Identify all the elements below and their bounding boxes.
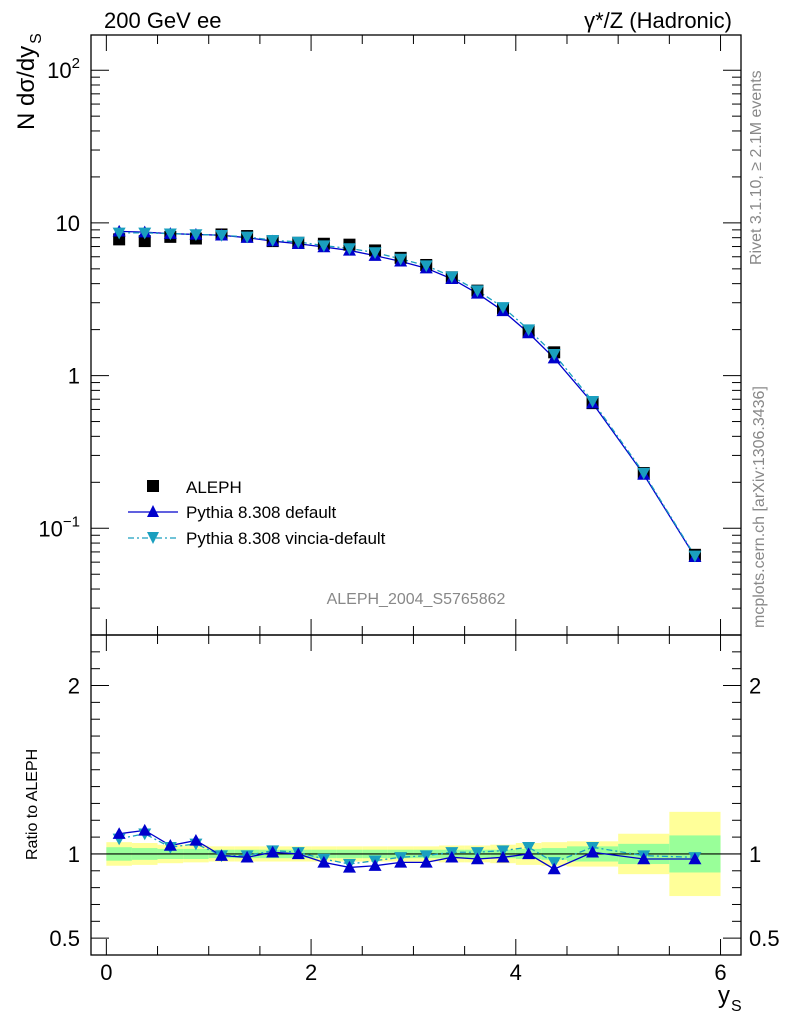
- legend-label-aleph: ALEPH: [186, 478, 242, 497]
- ratio-pythia-default-point: [419, 855, 433, 868]
- ratio-pythia-default-point: [445, 850, 459, 863]
- ratio-pythia-default-point: [368, 859, 382, 871]
- vincia-point: [266, 235, 280, 247]
- ratio-pythia-default-point: [240, 850, 254, 863]
- legend-marker-aleph: [147, 480, 159, 492]
- ratio-y-axis-label: Ratio to ALEPH: [24, 749, 41, 860]
- vincia-point: [291, 236, 305, 249]
- vincia-point: [496, 302, 510, 314]
- vincia-point: [163, 228, 177, 241]
- vincia-point: [112, 227, 126, 240]
- y-tick-label-exp: 2: [72, 55, 80, 72]
- ratio-pythia-default-point: [189, 833, 203, 846]
- ratio-pythia-default-point: [317, 855, 331, 868]
- legend-marker-pythia-default: [147, 505, 159, 517]
- vincia-point: [637, 467, 651, 480]
- x-tick-label: 4: [510, 960, 522, 985]
- ratio-y-tick-label: 1: [68, 842, 80, 867]
- vincia-point: [138, 227, 152, 240]
- ratio-pythia-default-point: [586, 845, 600, 858]
- ratio-pythia-default-point: [394, 855, 408, 868]
- aleph-point: [138, 235, 151, 248]
- ratio-y-tick-label-right: 1: [749, 842, 761, 867]
- ratio-y-tick-label: 0.5: [49, 926, 80, 951]
- ratio-y-tick-label-right: 0.5: [749, 926, 780, 951]
- ratio-plot-frame: [90, 634, 742, 956]
- vincia-point: [215, 230, 229, 242]
- vincia-point: [445, 271, 459, 284]
- y-tick-label-exp: −1: [63, 513, 80, 530]
- vincia-point: [317, 240, 331, 253]
- vincia-point: [522, 324, 536, 337]
- rivet-label: Rivet 3.1.10, ≥ 2.1M events: [748, 70, 765, 265]
- x-tick-label: 2: [305, 960, 317, 985]
- vincia-point: [394, 253, 408, 266]
- y-tick-label: 10−1: [38, 513, 80, 541]
- ratio-y-tick-label-right: 2: [749, 674, 761, 699]
- ratio-pythia-default-point: [688, 852, 702, 865]
- mcplots-label: mcplots.cern.ch [arXiv:1306.3436]: [751, 386, 768, 628]
- y-tick-label: 1: [68, 364, 80, 389]
- legend-label-vincia: Pythia 8.308 vincia-default: [186, 529, 386, 548]
- ratio-pythia-default-point: [547, 862, 561, 875]
- ratio-pythia-default-point: [163, 839, 177, 851]
- top-y-axis-label: N dσ/dyS: [13, 33, 45, 130]
- series-markers: [112, 224, 702, 875]
- ratio-y-tick-label: 2: [68, 674, 80, 699]
- ratio-pythia-default-point: [522, 847, 536, 860]
- ratio-pythia-default-point: [496, 850, 510, 863]
- ratio-vincia-line: [119, 833, 695, 865]
- analysis-id: ALEPH_2004_S5765862: [327, 591, 506, 608]
- vincia-point: [586, 395, 600, 408]
- ratio-pythia-default-point: [470, 852, 484, 865]
- vincia-point: [189, 229, 203, 241]
- ratio-pythia-default-point: [215, 849, 229, 861]
- series-lines: [119, 230, 696, 870]
- ratio-pythia-default-point: [266, 845, 280, 858]
- x-axis-label: yS: [718, 982, 742, 1015]
- ratio-pythia-default-point: [112, 827, 126, 839]
- ratio-pythia-default-point: [342, 860, 356, 873]
- legend: ALEPH Pythia 8.308 default Pythia 8.308 …: [128, 478, 386, 548]
- vincia-point: [240, 231, 254, 244]
- vincia-point: [547, 349, 561, 361]
- header-left: 200 GeV ee: [104, 8, 221, 33]
- ratio-pythia-default-point: [291, 847, 305, 860]
- vincia-point: [470, 285, 484, 298]
- y-tick-label-base: 10: [47, 58, 71, 83]
- vincia-point: [419, 260, 433, 273]
- ratio-pythia-default-point: [138, 823, 152, 836]
- x-tick-label: 0: [100, 960, 112, 985]
- ratio-pythia-default-point: [637, 852, 651, 865]
- vincia-point: [368, 247, 382, 259]
- legend-marker-vincia: [147, 532, 159, 544]
- vincia-point: [342, 243, 356, 255]
- x-tick-label: 6: [714, 960, 726, 985]
- header-right: γ*/Z (Hadronic): [584, 8, 732, 33]
- legend-label-pythia-default: Pythia 8.308 default: [186, 503, 337, 522]
- y-tick-label: 102: [47, 55, 80, 83]
- y-tick-label-base: 10: [38, 516, 62, 541]
- y-tick-label: 10: [56, 211, 80, 236]
- vincia-point: [688, 550, 702, 563]
- plot-frames: [90, 34, 742, 956]
